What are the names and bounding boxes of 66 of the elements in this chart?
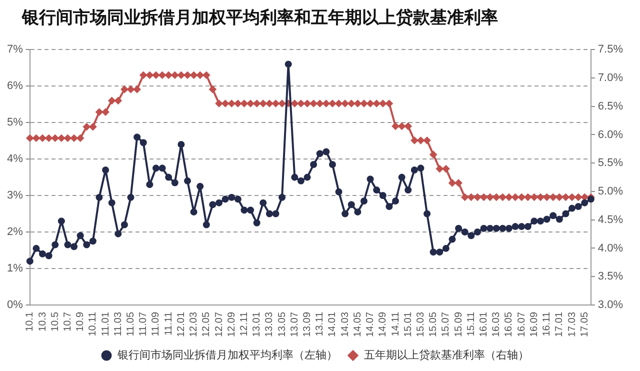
- y2-tick-label: 6.5%: [598, 100, 624, 112]
- y2-tick-label: 7.0%: [598, 72, 624, 84]
- x-tick-label: 16.03: [491, 312, 502, 338]
- x-tick-label: 15.07: [440, 312, 452, 338]
- y-tick-label: 0%: [6, 299, 24, 312]
- chart-title: 银行间市场同业拆借月加权平均利率和五年期以上贷款基准利率: [20, 7, 499, 30]
- x-tick-label: 13.11: [314, 312, 326, 336]
- y2-tick-label: 6.0%: [598, 128, 624, 141]
- x-tick-label: 12.07: [214, 312, 225, 338]
- x-tick-label: 14.05: [352, 312, 364, 338]
- x-tick-label: 10.9: [75, 312, 86, 332]
- y2-tick-label: 7.5%: [598, 44, 624, 56]
- x-tick-label: 11.11: [163, 312, 174, 336]
- x-tick-label: 16.01: [478, 312, 490, 338]
- x-tick-label: 14.01: [327, 312, 338, 338]
- x-tick-label: 17.01: [554, 312, 566, 338]
- x-tick-label: 15.03: [415, 312, 426, 338]
- x-tick-label: 11.07: [138, 312, 150, 336]
- x-tick-label: 16.05: [504, 312, 515, 338]
- x-tick-label: 17.03: [566, 312, 578, 338]
- x-tick-label: 10.1: [24, 312, 36, 332]
- x-tick-label: 12.03: [188, 312, 200, 338]
- y-tick-label: 3%: [6, 190, 24, 202]
- x-tick-label: 13.07: [289, 312, 300, 338]
- legend-label: 五年期以上贷款基准利率（右轴）: [364, 348, 529, 362]
- x-tick-label: 16.11: [542, 312, 553, 336]
- x-tick-label: 11.01: [100, 312, 112, 336]
- x-tick-label: 16.07: [516, 312, 528, 338]
- x-tick-label: 10.7: [62, 312, 74, 332]
- x-tick-label: 10.3: [37, 312, 48, 332]
- x-tick-label: 12.09: [226, 312, 238, 338]
- y-tick-label: 2%: [6, 226, 24, 238]
- x-tick-label: 14.09: [378, 312, 389, 338]
- y2-tick-label: 4.5%: [598, 214, 624, 226]
- y-tick-label: 7%: [6, 44, 24, 56]
- x-tick-label: 11.05: [126, 312, 137, 336]
- y2-tick-label: 5.5%: [598, 157, 624, 170]
- x-tick-label: 11.03: [112, 312, 124, 336]
- x-tick-label: 14.07: [365, 312, 376, 338]
- x-tick-label: 12.05: [201, 312, 212, 338]
- x-tick-label: 13.01: [252, 312, 263, 338]
- x-tick-label: 10.11: [88, 312, 99, 336]
- y2-tick-label: 3.5%: [598, 270, 624, 283]
- x-tick-label: 10.5: [50, 312, 61, 332]
- y-tick-label: 4%: [6, 153, 24, 166]
- x-tick-label: 14.03: [340, 312, 351, 338]
- x-tick-label: 15.01: [402, 312, 414, 338]
- y2-tick-label: 4.0%: [598, 242, 624, 254]
- x-tick-label: 12.11: [238, 312, 250, 336]
- x-tick-label: 12.01: [176, 312, 187, 338]
- x-tick-label: 14.11: [390, 312, 402, 336]
- x-tick-label: 15.05: [428, 312, 440, 338]
- y2-tick-label: 5.0%: [598, 186, 624, 198]
- x-tick-label: 16.09: [528, 312, 540, 338]
- y2-tick-label: 3.0%: [598, 299, 624, 312]
- x-tick-label: 11.09: [150, 312, 162, 336]
- legend-label: 银行间市场同业拆借月加权平均利率（左轴）: [116, 348, 338, 362]
- x-tick-label: 13.09: [302, 312, 314, 338]
- x-tick-label: 13.05: [276, 312, 288, 338]
- x-tick-label: 15.11: [466, 312, 477, 336]
- x-tick-label: 15.09: [453, 312, 464, 338]
- x-tick-label: 17.05: [579, 312, 590, 338]
- y-tick-label: 1%: [6, 262, 24, 275]
- y-tick-label: 5%: [6, 116, 24, 129]
- y-tick-label: 6%: [6, 80, 24, 92]
- x-tick-label: 13.03: [264, 312, 276, 338]
